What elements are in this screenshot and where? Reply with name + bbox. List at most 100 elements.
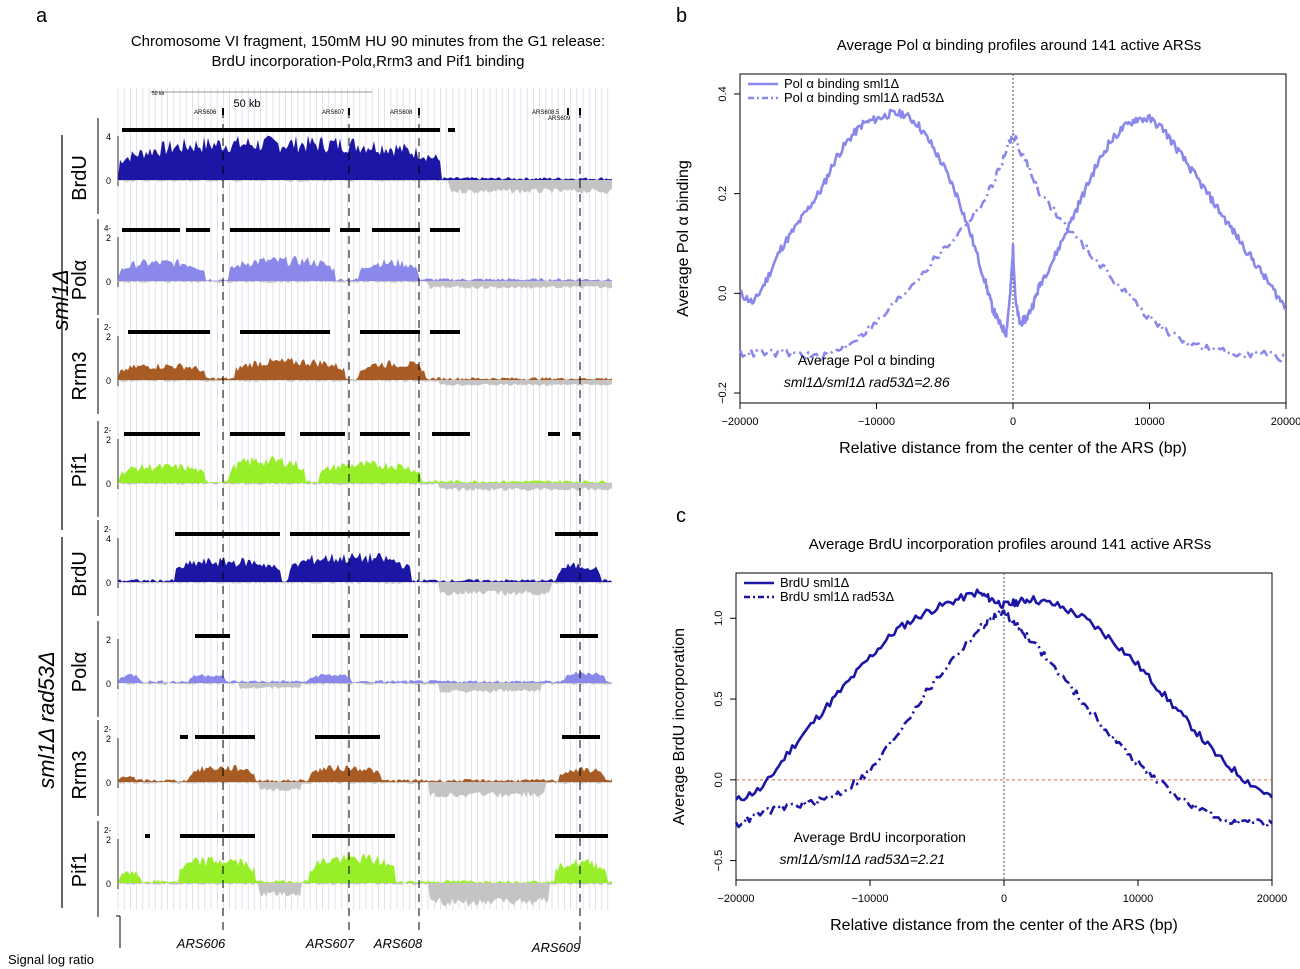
ars-top-label: ARS608.5 <box>532 110 560 116</box>
segment-bar <box>124 432 200 436</box>
signal-positive-area <box>118 764 612 782</box>
y-tick-label: 1.0 <box>713 611 725 626</box>
track-axis-zero: 0 <box>106 879 111 889</box>
strain-label-sml1-rad53: sml1Δ rad53Δ <box>34 651 59 789</box>
segment-bar <box>312 634 350 638</box>
segment-bar <box>360 330 420 334</box>
ars-top-label: ARS606 <box>194 110 217 116</box>
track-axis-dash: 4- <box>104 224 111 233</box>
segment-bar <box>180 735 188 739</box>
segment-bar <box>572 432 580 436</box>
panel-a-label: a <box>36 5 48 27</box>
segment-bar <box>180 834 255 838</box>
segment-bar <box>312 834 395 838</box>
signal-negative-area <box>118 782 612 798</box>
legend-label: Pol α binding sml1Δ rad53Δ <box>784 90 944 105</box>
track-axis-zero: 0 <box>106 778 111 788</box>
segment-bar <box>240 330 330 334</box>
track-axis-top: 2 <box>106 734 111 744</box>
ars-bottom-label: ARS606 <box>176 936 226 951</box>
track-axis-dash: 2- <box>104 725 111 734</box>
ars-marker <box>567 108 569 115</box>
segment-bar <box>186 228 210 232</box>
y-tick-label: 0.2 <box>717 186 729 201</box>
track-axis-top: 2 <box>106 332 111 342</box>
signal-negative-area <box>118 683 612 693</box>
signal-negative-area <box>118 281 612 289</box>
segment-bar <box>562 735 600 739</box>
x-axis-label: Relative distance from the center of the… <box>830 917 1178 934</box>
segment-bar <box>360 432 410 436</box>
track-axis-top: 2 <box>106 435 111 445</box>
segment-bar <box>315 735 380 739</box>
y-tick-label: 0.5 <box>713 691 725 706</box>
segment-bar <box>195 735 255 739</box>
segment-bar <box>128 330 210 334</box>
panel-b-label: b <box>676 5 687 27</box>
signal-positive-area <box>118 135 612 180</box>
y-tick-label: 0.0 <box>713 772 725 787</box>
scale-bar-big-label: 50 kb <box>234 98 261 110</box>
y-axis-label: Average Pol α binding <box>675 160 692 317</box>
x-tick-label: −20000 <box>721 416 758 428</box>
segment-bar <box>122 128 440 132</box>
track-axis-dash: 2- <box>104 323 111 332</box>
track-axis-dash: 2- <box>104 525 111 534</box>
segment-bar <box>230 228 330 232</box>
segment-bar <box>448 128 455 132</box>
segment-bar <box>372 228 420 232</box>
ars-top-labels: ARS606 ARS607 ARS608 ARS608.5 ARS609 <box>194 110 571 122</box>
strain-label-sml1: sml1Δ <box>48 269 73 330</box>
x-tick-label: −10000 <box>851 893 888 905</box>
x-axis-label: Relative distance from the center of the… <box>839 440 1187 457</box>
segment-bar <box>430 330 460 334</box>
legend-label: BrdU sml1Δ rad53Δ <box>780 589 895 604</box>
segment-bar <box>340 228 360 232</box>
panel-a-title-line2: BrdU incorporation-Polα,Rrm3 and Pif1 bi… <box>212 53 525 70</box>
signal-positive-area <box>118 552 612 582</box>
x-tick-label: 20000 <box>1271 416 1300 428</box>
panel-a: Chromosome VI fragment, 150mM HU 90 minu… <box>8 33 612 967</box>
segment-bar <box>360 634 408 638</box>
segment-bar <box>300 432 345 436</box>
signal-axis-stub <box>116 915 121 948</box>
ratio-annotation-line1: Average BrdU incorporation <box>793 829 966 845</box>
ars-dashed-lines <box>222 110 581 950</box>
panel-b-chart: Average Pol α binding profiles around 14… <box>675 37 1300 457</box>
ars-bottom-labels: ARS606 ARS607 ARS608 ARS609 <box>176 936 580 955</box>
track-label: Pif1 <box>69 453 91 487</box>
segment-bar <box>548 432 560 436</box>
legend-label: BrdU sml1Δ <box>780 575 850 590</box>
series-line <box>734 588 1274 802</box>
scale-bar-big: 50 kb <box>234 98 261 110</box>
track-axis-top: 2 <box>106 835 111 845</box>
signal-negative-area <box>118 582 612 596</box>
panel-a-title-line1: Chromosome VI fragment, 150mM HU 90 minu… <box>131 33 605 50</box>
track-label: Pif1 <box>69 853 91 887</box>
y-tick-label: 0.4 <box>717 86 729 101</box>
chart-title: Average BrdU incorporation profiles arou… <box>809 536 1211 553</box>
signal-positive-area <box>118 455 612 483</box>
signal-positive-area <box>118 357 612 380</box>
ars-bottom-label: ARS609 <box>531 940 580 955</box>
track-label: BrdU <box>69 155 91 201</box>
segment-bar <box>230 432 285 436</box>
track-label: Rrm3 <box>69 352 91 401</box>
track-axis-top: 2 <box>106 635 111 645</box>
y-tick-label: −0.2 <box>717 382 729 404</box>
segment-bar <box>195 634 230 638</box>
y-tick-label: 0.0 <box>717 286 729 301</box>
segment-bar <box>145 834 150 838</box>
ars-bottom-label: ARS608 <box>373 936 423 951</box>
series-line <box>738 131 1288 364</box>
segment-bar <box>560 634 598 638</box>
signal-negative-area <box>118 483 612 491</box>
track-axis-top: 2 <box>106 233 111 243</box>
chart-title: Average Pol α binding profiles around 14… <box>837 37 1201 54</box>
track-label: BrdU <box>69 551 91 597</box>
track-axis-zero: 0 <box>106 176 111 186</box>
ratio-annotation-line2: sml1Δ/sml1Δ rad53Δ=2.21 <box>779 851 945 867</box>
segment-bar <box>555 532 598 536</box>
track-axis-top: 4 <box>106 534 111 544</box>
scale-bar-small: 50 kb <box>150 91 372 97</box>
